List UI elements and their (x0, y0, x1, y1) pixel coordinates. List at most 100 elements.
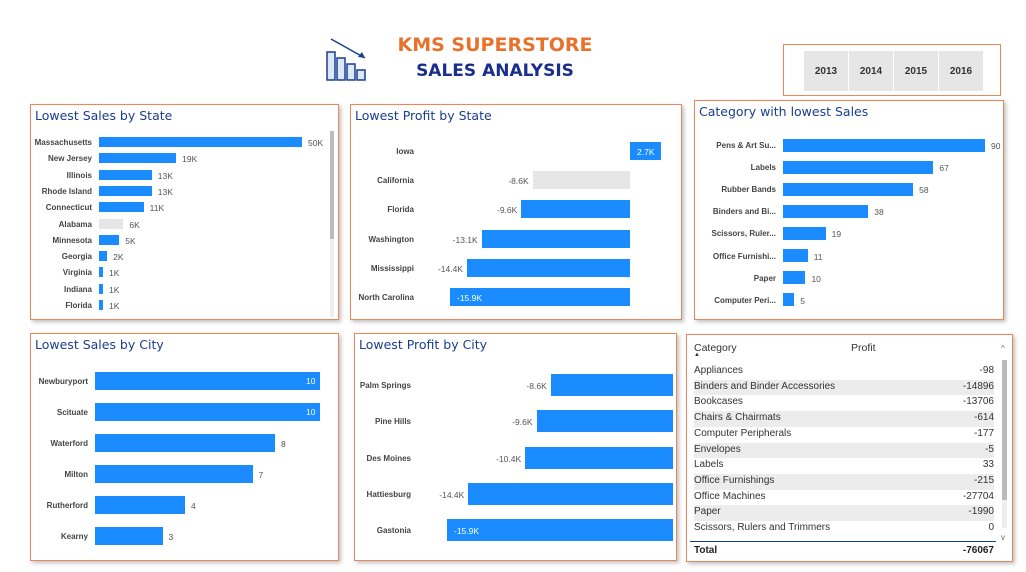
data-label: -8.6K (526, 381, 547, 391)
bar[interactable] (95, 434, 275, 452)
data-label: -15.9K (454, 526, 480, 537)
data-label: 1K (109, 301, 120, 311)
table-row[interactable]: Scissors, Rulers and Trimmers 0 (694, 521, 994, 537)
bar[interactable] (481, 229, 630, 248)
table-row[interactable]: Binders and Binder Accessories -14896 (694, 379, 994, 396)
cell-category: Scissors, Rulers and Trimmers (694, 522, 831, 533)
data-label: 3 (168, 532, 174, 542)
table-row[interactable]: Office Furnishings -215 (694, 473, 994, 490)
table-header-category[interactable]: Category (694, 342, 737, 354)
bar[interactable] (447, 519, 673, 542)
bar-label: Pens & Art Su... (716, 141, 776, 150)
table-row[interactable]: Labels 33 (694, 458, 994, 474)
data-label: 8 (281, 439, 286, 449)
data-label: 10 (811, 273, 821, 284)
bar[interactable] (783, 271, 806, 285)
bar[interactable] (550, 374, 673, 396)
bar[interactable] (783, 226, 826, 240)
bar[interactable] (99, 185, 152, 196)
bar[interactable] (783, 138, 985, 152)
bar[interactable] (99, 234, 120, 245)
year-button-2013[interactable]: 2013 (804, 51, 848, 91)
bar[interactable] (468, 482, 673, 505)
data-label: -14.4K (437, 263, 463, 274)
bar-label: Virginia (62, 268, 92, 278)
bar[interactable] (99, 251, 108, 262)
bar[interactable] (521, 200, 630, 219)
table-scrollbar[interactable] (1002, 360, 1007, 528)
bar-label: Pine Hills (374, 417, 411, 427)
bar-label: Rutherford (46, 501, 88, 510)
table-scroll-up-icon[interactable]: ^ (1001, 344, 1005, 353)
year-button-2016[interactable]: 2016 (939, 51, 983, 91)
year-button-2014[interactable]: 2014 (849, 51, 893, 91)
bar[interactable] (99, 283, 104, 294)
data-label: 19K (182, 154, 198, 165)
data-label: -15.9K (457, 293, 483, 303)
bar[interactable] (95, 465, 253, 483)
data-label: -8.6K (508, 176, 529, 187)
bar[interactable] (95, 527, 163, 545)
bar[interactable] (783, 160, 934, 174)
bar[interactable] (783, 182, 914, 196)
bar[interactable] (99, 218, 124, 229)
sort-arrow-icon: ▲ (694, 352, 700, 358)
bar[interactable] (783, 204, 869, 218)
bar-label: Scissors, Ruler... (711, 229, 776, 239)
bar[interactable] (95, 496, 185, 514)
table-row[interactable]: Office Machines -27704 (694, 490, 994, 506)
data-label: 10 (306, 376, 316, 386)
data-label: -9.6K (496, 205, 518, 216)
data-label: 7 (258, 470, 264, 480)
bar-label: Palm Springs (359, 381, 411, 390)
bar-label: Florida (65, 301, 92, 310)
cell-category: Envelopes (694, 443, 741, 455)
cell-profit: -1990 (968, 506, 994, 518)
bar-label: Computer Peri... (714, 295, 776, 305)
data-label: 38 (874, 207, 884, 218)
bar[interactable] (532, 171, 630, 190)
bar-label: Mississippi (370, 263, 414, 273)
table-row[interactable]: Paper -1990 (694, 505, 994, 521)
data-label: 10 (306, 407, 316, 417)
bar[interactable] (536, 410, 673, 433)
bar[interactable] (783, 249, 808, 262)
bar-label: Newburyport (38, 377, 88, 386)
bar[interactable] (783, 293, 795, 307)
bar-label: Illinois (66, 170, 92, 180)
cell-profit: -98 (979, 365, 994, 376)
data-label: 19 (831, 229, 842, 240)
year-button-2015[interactable]: 2015 (894, 51, 938, 91)
cell-profit: -177 (973, 427, 994, 439)
bar[interactable] (466, 258, 630, 277)
cell-profit: -14896 (962, 380, 994, 392)
data-label: 50K (308, 138, 324, 148)
data-label: -9.6K (512, 417, 533, 428)
bar-label: Labels (750, 163, 776, 173)
bar[interactable] (95, 403, 320, 421)
bar[interactable] (99, 137, 302, 147)
bar-label: Washington (368, 234, 414, 244)
bar[interactable] (99, 202, 144, 213)
bar[interactable] (99, 153, 177, 164)
table-row[interactable]: Computer Peripherals -177 (694, 427, 994, 443)
table-row[interactable]: Envelopes -5 (694, 442, 994, 459)
bar[interactable] (525, 446, 673, 469)
scrollbar[interactable] (330, 131, 334, 317)
table-total-divider (690, 541, 996, 542)
data-label: 2.7K (637, 147, 655, 157)
table-row[interactable]: Bookcases -13706 (694, 395, 994, 411)
bar[interactable] (450, 288, 630, 306)
table-header-profit[interactable]: Profit (851, 342, 876, 354)
table-row[interactable]: Appliances -98 (694, 364, 994, 380)
bar[interactable] (99, 267, 104, 278)
bar-label: Kearny (60, 532, 88, 541)
bar[interactable] (99, 169, 152, 180)
data-label: 6K (129, 219, 140, 230)
table-scroll-down-icon[interactable]: v (1001, 533, 1005, 542)
bar[interactable] (630, 142, 661, 160)
bar-label: Rubber Bands (721, 185, 776, 195)
table-row[interactable]: Chairs & Chairmats -614 (694, 411, 994, 427)
bar[interactable] (99, 300, 104, 310)
bar[interactable] (95, 372, 320, 390)
